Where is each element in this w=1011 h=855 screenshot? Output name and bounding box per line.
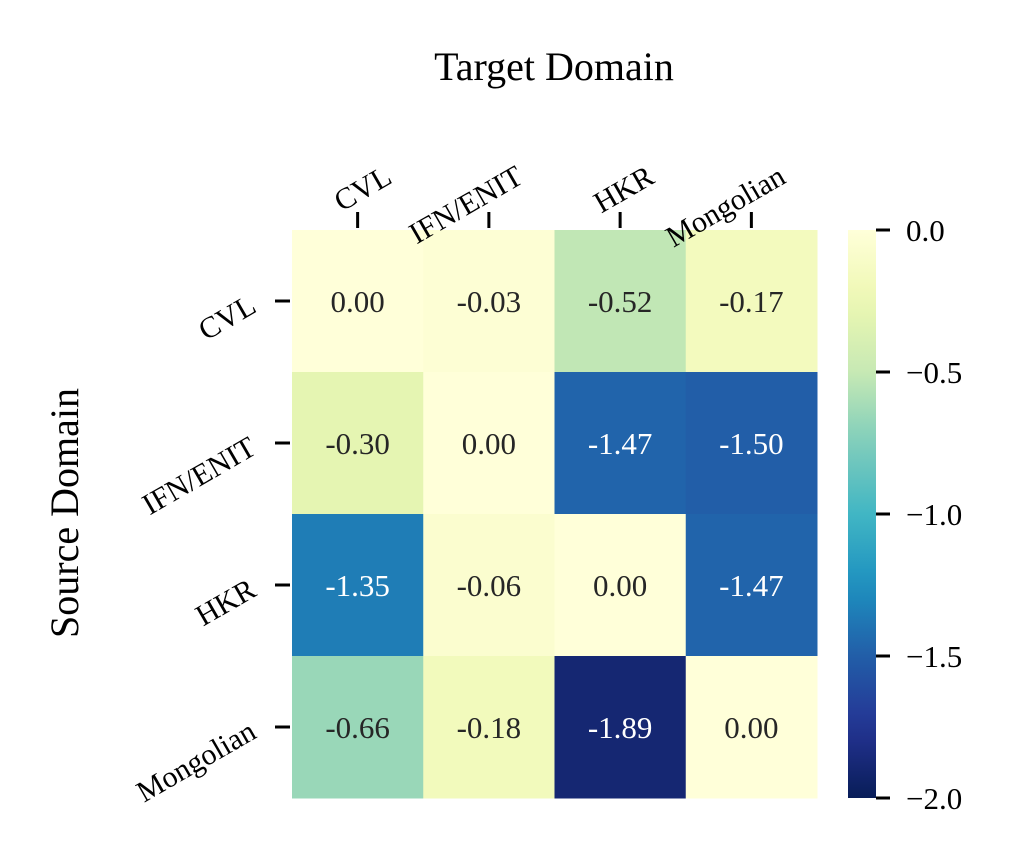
heatmap-cell [292, 372, 424, 515]
cell-value-label: -0.03 [457, 284, 522, 319]
y-axis-title: Source Domain [42, 388, 87, 638]
heatmap-cell [423, 230, 555, 373]
cell-value-label: 0.00 [462, 426, 516, 461]
y-tick-label: IFN/ENIT [137, 430, 262, 521]
cell-value-label: 0.00 [724, 710, 778, 745]
cell-value-label: -0.30 [325, 426, 390, 461]
y-tick-label: HKR [190, 572, 261, 632]
heatmap-cell [554, 230, 687, 373]
cell-value-label: 0.00 [331, 284, 385, 319]
y-axis-ticks: CVL IFN/ENIT HKR Mongolian [131, 288, 290, 809]
cell-value-label: -0.06 [457, 568, 522, 603]
cell-value-label: -0.17 [719, 284, 784, 319]
heatmap-cell [292, 230, 424, 373]
heatmap-cell [685, 230, 818, 373]
cell-value-label: -0.52 [588, 284, 653, 319]
heatmap-cell [554, 514, 687, 657]
x-tick-label: CVL [329, 159, 397, 218]
heatmap-cell [685, 372, 818, 515]
colorbar-ticks: 0.0 −0.5 −1.0 −1.5 −2.0 [876, 213, 962, 816]
colorbar-tick-label: −1.0 [906, 497, 962, 532]
heatmap-cell [423, 514, 555, 657]
heatmap-cell [685, 514, 818, 657]
cell-value-label: -1.89 [588, 710, 653, 745]
heatmap-cell [685, 656, 818, 799]
colorbar [848, 230, 876, 798]
colorbar-tick-label: −1.5 [906, 639, 962, 674]
colorbar-tick-label: 0.0 [906, 213, 945, 248]
colorbar-tick-label: −0.5 [906, 355, 962, 390]
cell-value-label: -0.18 [457, 710, 522, 745]
colorbar-tick-label: −2.0 [906, 781, 962, 816]
heatmap-cell [423, 372, 555, 515]
heatmap-cell [292, 656, 424, 799]
y-tick-label: CVL [193, 288, 261, 347]
x-axis-title: Target Domain [434, 44, 674, 89]
y-tick-label: Mongolian [131, 714, 262, 808]
cell-value-label: -0.66 [325, 710, 390, 745]
cell-value-label: -1.35 [325, 568, 390, 603]
heatmap-cell [554, 656, 687, 799]
x-tick-label: HKR [588, 159, 659, 219]
cell-value-label: -1.47 [588, 426, 653, 461]
heatmap-cell [292, 514, 424, 657]
cell-value-label: 0.00 [593, 568, 647, 603]
heatmap-cells: 0.00 -0.03 -0.52 -0.17 -0.30 0.00 -1.47 -1.50 -1… [292, 230, 818, 799]
cell-value-label: -1.50 [719, 426, 784, 461]
cell-value-label: -1.47 [719, 568, 784, 603]
heatmap-cell [554, 372, 687, 515]
heatmap-cell [423, 656, 555, 799]
